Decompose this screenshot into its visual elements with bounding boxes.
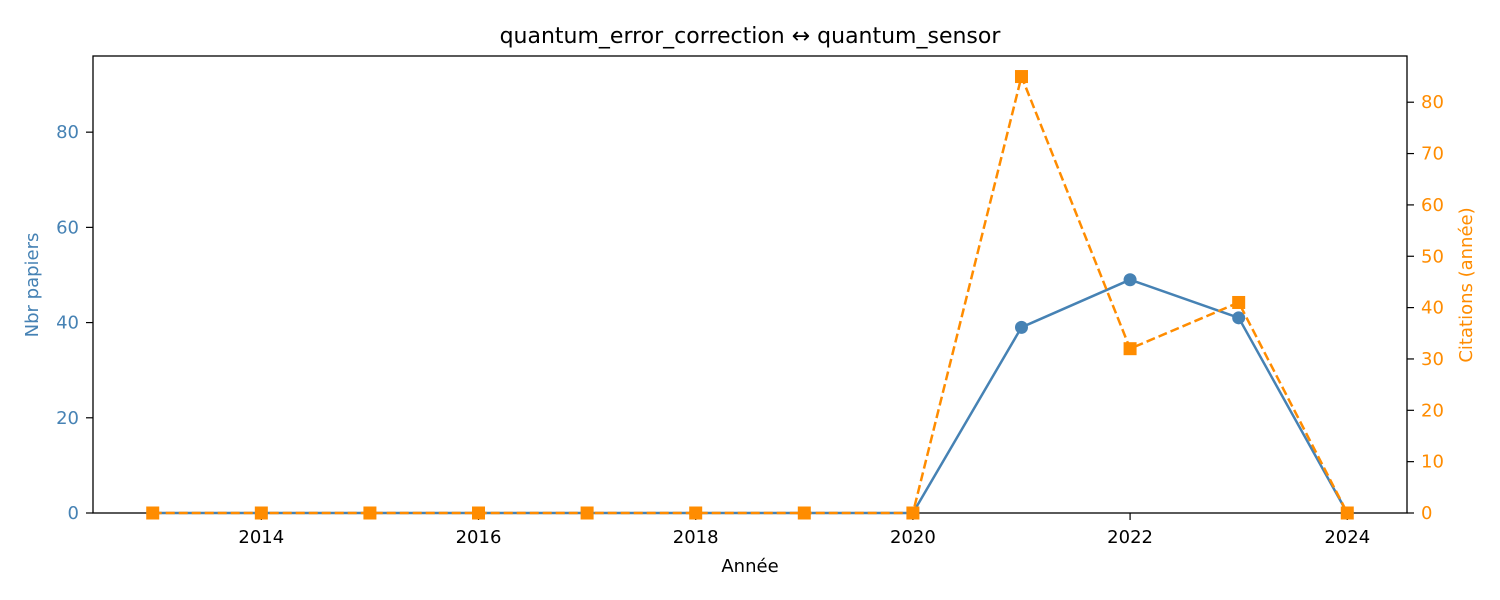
series-2-point	[580, 506, 594, 520]
y-right-tick-label: 60	[1421, 195, 1444, 216]
series-2-point	[1014, 70, 1028, 84]
x-tick-label: 2020	[890, 527, 936, 548]
y-left-tick-label: 40	[56, 313, 79, 334]
x-tick-label: 2022	[1107, 527, 1153, 548]
series-2-point	[906, 506, 920, 520]
y-right-tick-label: 0	[1421, 503, 1432, 524]
series-2-point	[146, 506, 160, 520]
y-axis-right-title: Citations (année)	[1456, 207, 1477, 362]
series-2-point	[254, 506, 268, 520]
y-right-tick-label: 50	[1421, 246, 1444, 267]
series-2-point	[797, 506, 811, 520]
plot-frame	[92, 55, 1408, 514]
plot-area: 2014 2016 2018 2020 2022 2024 0 20 40 60 80 0 10 20 30…	[56, 55, 1444, 548]
x-axis-title: Année	[721, 556, 778, 577]
y-right-tick-label: 20	[1421, 400, 1444, 421]
y-right-tick-label: 80	[1421, 92, 1444, 113]
y-left-tick-label: 20	[56, 408, 79, 429]
series-2-point	[1123, 342, 1137, 356]
y-left-tick-label: 0	[68, 503, 79, 524]
x-tick-label: 2024	[1324, 527, 1370, 548]
series-2-line	[152, 75, 1349, 515]
y-right-tick-label: 70	[1421, 144, 1444, 165]
series-1-line	[152, 278, 1349, 515]
series-2-point	[1232, 295, 1246, 309]
y-right-tick-label: 30	[1421, 349, 1444, 370]
y-axis-left-title: Nbr papiers	[22, 233, 43, 338]
y-left-tick-label: 80	[56, 122, 79, 143]
series-1-point	[1232, 311, 1246, 325]
x-tick-label: 2014	[238, 527, 284, 548]
y-right-tick-label: 40	[1421, 298, 1444, 319]
y-left-tick-label: 60	[56, 217, 79, 238]
x-tick-label: 2018	[673, 527, 719, 548]
series-1-point	[1014, 320, 1028, 334]
series-2-point	[363, 506, 377, 520]
y-right-tick-label: 10	[1421, 452, 1444, 473]
series-2-point	[472, 506, 486, 520]
x-tick-label: 2016	[456, 527, 502, 548]
series-2-point	[689, 506, 703, 520]
series-1-point	[1123, 273, 1137, 287]
series-2-point	[1340, 506, 1354, 520]
chart-title: quantum_error_correction ↔ quantum_senso…	[500, 24, 1002, 49]
